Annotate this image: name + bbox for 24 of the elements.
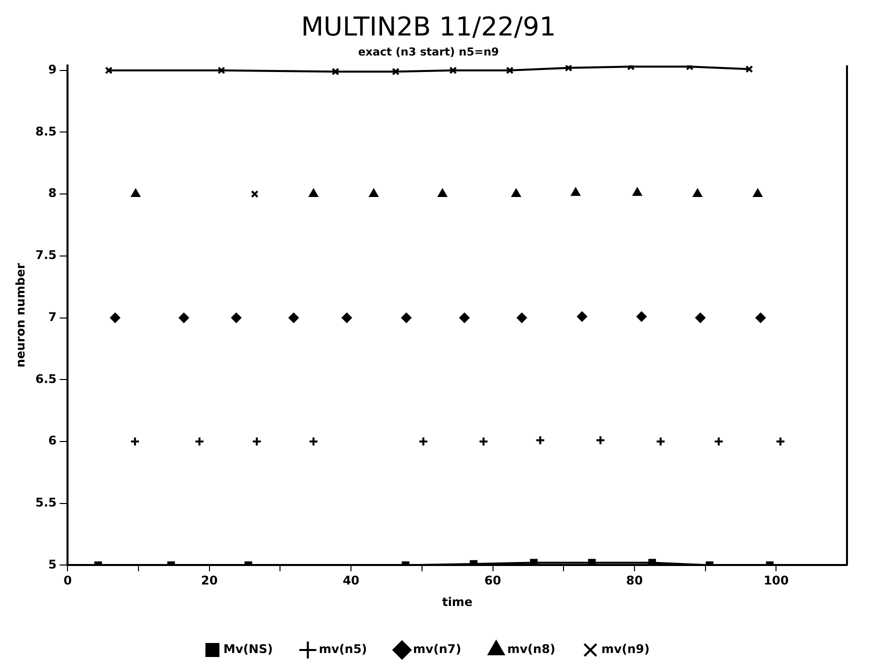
- y-tick-label: 7: [48, 310, 57, 324]
- x-tick-label: 100: [764, 574, 789, 588]
- legend-label: Mv(NS): [223, 642, 273, 656]
- legend-label: mv(n5): [318, 642, 368, 656]
- y-tick-label: 8.5: [35, 124, 57, 138]
- x-tick-label: 60: [484, 574, 502, 588]
- y-tick-label: 6: [48, 434, 57, 448]
- legend-label: mv(n8): [507, 642, 556, 656]
- y-tick-label: 5.5: [35, 495, 57, 510]
- y-axis-title: neuron number: [13, 263, 28, 368]
- x-tick-label: 20: [201, 574, 218, 588]
- x-axis-title: time: [442, 594, 473, 609]
- legend-label: mv(n9): [601, 642, 650, 656]
- y-tick-label: 8: [48, 186, 57, 200]
- chart-subtitle: exact (n3 start) n5=n9: [358, 46, 499, 59]
- legend-label: mv(n7): [413, 642, 462, 656]
- x-tick-label: 0: [63, 574, 72, 588]
- y-tick-label: 9: [48, 62, 57, 76]
- y-tick-label: 6.5: [35, 372, 57, 386]
- x-tick-label: 80: [626, 574, 643, 588]
- chart-title: MULTIN2B 11/22/91: [301, 12, 556, 42]
- x-tick-label: 40: [342, 574, 360, 588]
- y-tick-label: 5: [48, 557, 57, 572]
- y-tick-label: 7.5: [35, 248, 57, 262]
